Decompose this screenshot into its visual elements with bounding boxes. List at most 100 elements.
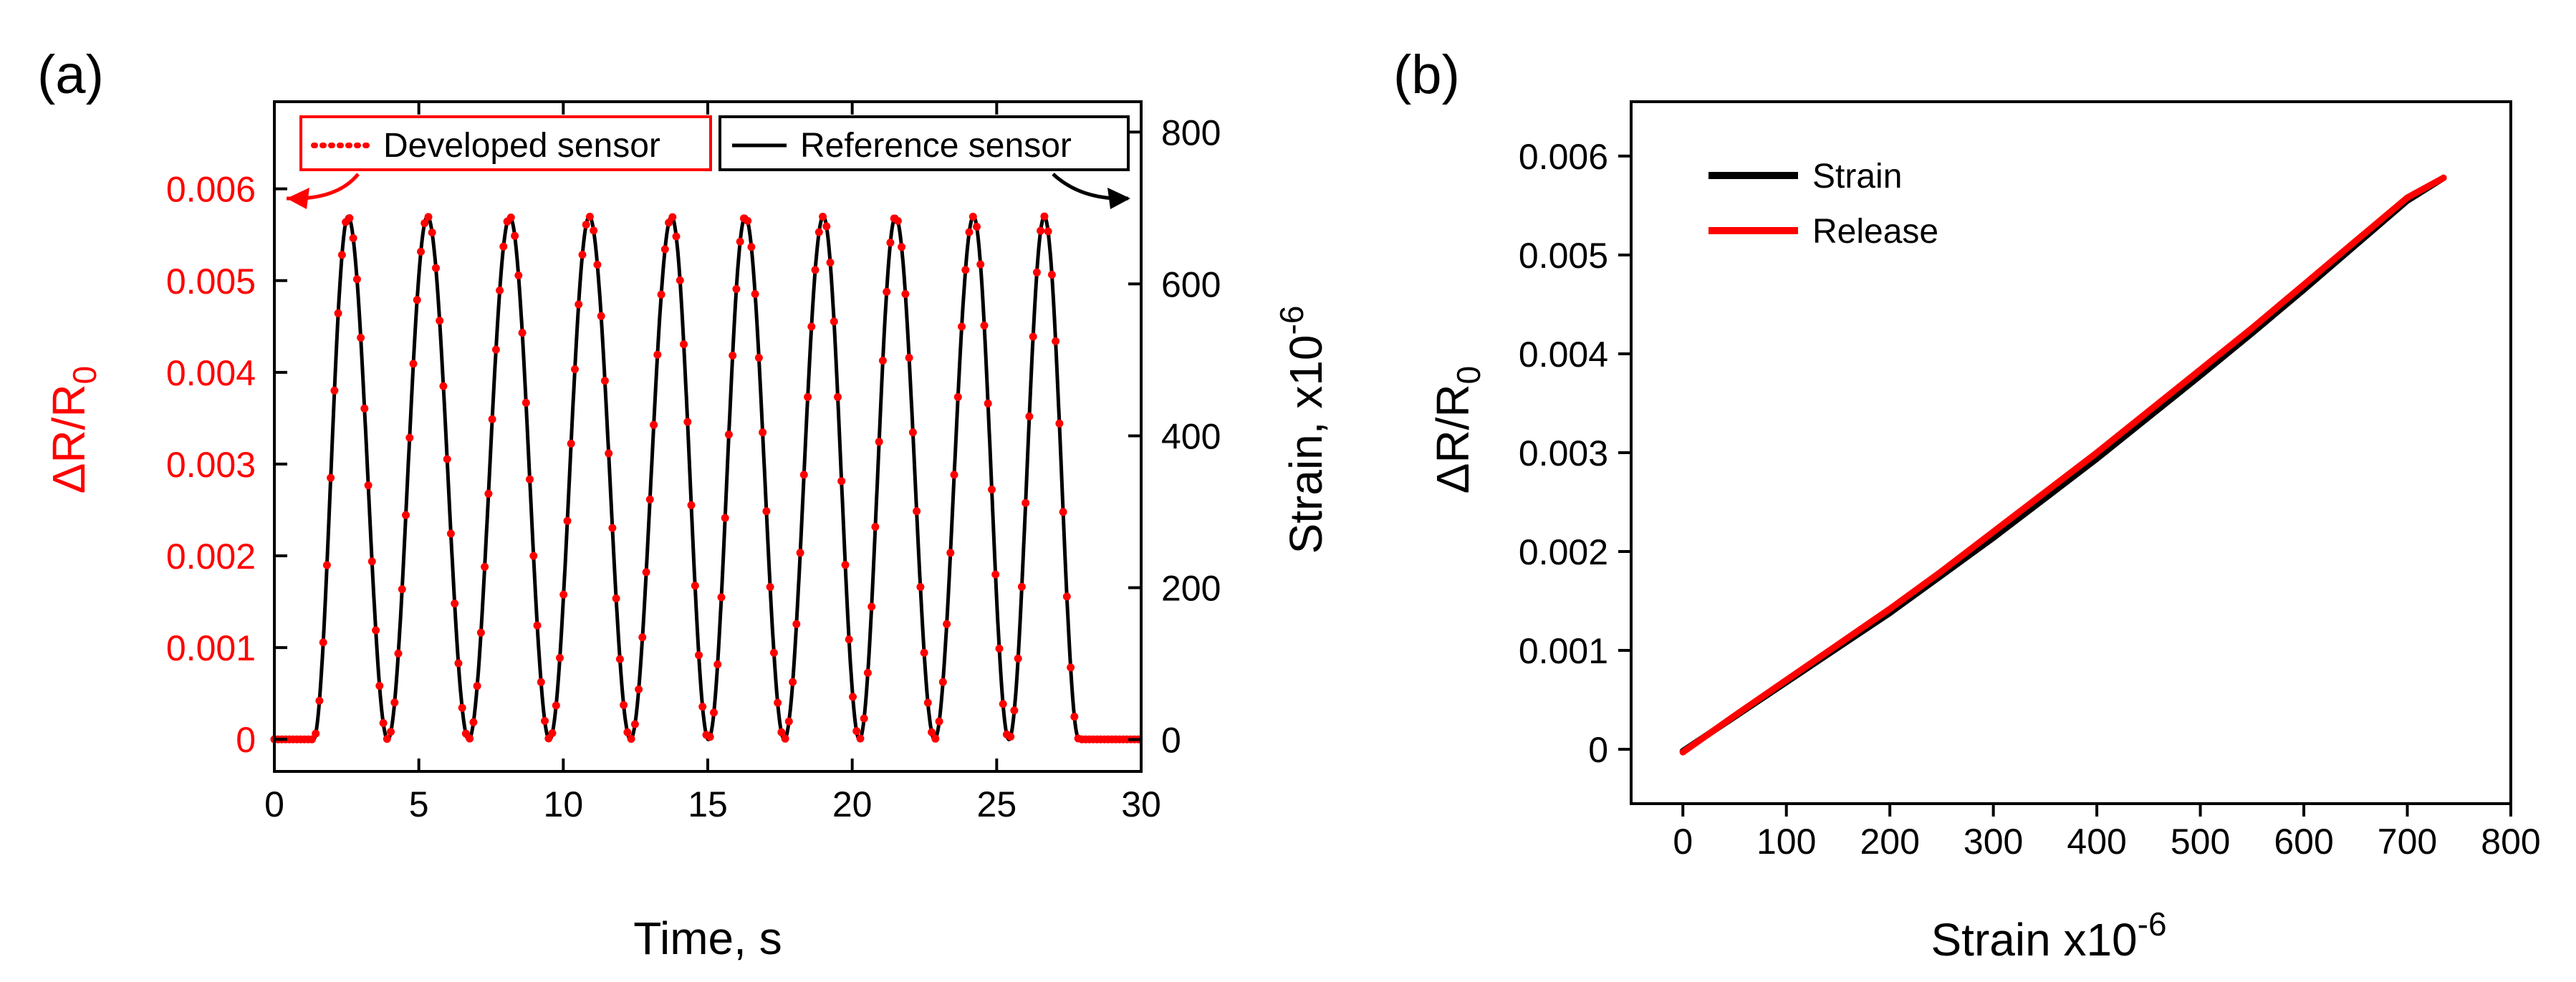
panel-a-developed-point bbox=[1059, 508, 1067, 516]
panel-a-developed-point bbox=[680, 340, 688, 349]
panel-a-developed-point bbox=[319, 638, 327, 647]
panel-a-developed-point bbox=[860, 714, 868, 723]
panel-a-developed-point bbox=[777, 728, 786, 736]
panel-a-developed-point bbox=[1017, 582, 1026, 591]
panel-a-developed-point bbox=[1029, 332, 1037, 341]
panel-a-developed-point bbox=[695, 651, 703, 660]
panel-a-x-tick-label: 20 bbox=[832, 784, 873, 824]
panel-a-right-axis-arrowhead bbox=[1107, 188, 1130, 209]
panel-a-developed-point bbox=[578, 251, 587, 259]
panel-a-developed-point bbox=[1062, 592, 1071, 601]
panel-a-left-axis-arrowhead bbox=[287, 188, 309, 209]
panel-b-y-tick-label: 0.005 bbox=[1519, 236, 1608, 276]
panel-a-developed-point bbox=[379, 719, 388, 727]
panel-a-developed-point bbox=[620, 701, 628, 709]
panel-a-developed-point bbox=[691, 582, 699, 590]
panel-a-right-axis-label-sup: -6 bbox=[1273, 306, 1310, 335]
panel-a-developed-point bbox=[650, 420, 658, 429]
panel-b-y-tick-label: 0.004 bbox=[1519, 334, 1608, 375]
panel-a-developed-point bbox=[307, 735, 316, 743]
panel-a-developed-point bbox=[953, 393, 962, 401]
panel-a-developed-point bbox=[984, 399, 992, 408]
panel-b-y-tick-label: 0.001 bbox=[1519, 631, 1608, 671]
panel-a-x-tick-label: 30 bbox=[1121, 784, 1161, 824]
panel-a-developed-point bbox=[466, 734, 474, 743]
panel-a-ticks: 0 5 10 15 20 25 3000.0010.0020.0030.0040.0050.… bbox=[166, 102, 1221, 824]
panel-a-developed-point bbox=[1006, 733, 1015, 741]
panel-b-x-tick-label: 400 bbox=[2067, 822, 2126, 862]
panel-b-y-tick-label: 0.006 bbox=[1519, 137, 1608, 177]
panel-a-developed-point bbox=[484, 489, 493, 498]
panel-a-developed-point bbox=[552, 701, 560, 710]
panel-a-developed-point bbox=[345, 214, 354, 222]
panel-a-developed-point bbox=[405, 433, 414, 442]
panel-a-developed-point bbox=[814, 228, 823, 236]
panel-a-developed-point bbox=[398, 585, 406, 594]
panel-a-developed-point bbox=[608, 524, 617, 532]
panel-a-developed-point bbox=[913, 507, 921, 516]
panel-a: (a) 0 5 10 15 20 25 3000.0010.0020.0030.0040.0… bbox=[37, 44, 1332, 964]
panel-a-developed-point bbox=[943, 620, 951, 628]
panel-a-developed-point bbox=[653, 350, 662, 359]
panel-a-legend-developed-box bbox=[299, 115, 712, 171]
panel-b-x-tick-label: 500 bbox=[2171, 822, 2230, 862]
panel-a-developed-point bbox=[863, 668, 872, 677]
panel-a-developed-point bbox=[747, 243, 756, 251]
panel-a-developed-point bbox=[995, 645, 1004, 653]
panel-a-developed-point bbox=[792, 620, 801, 628]
panel-a-developed-point bbox=[886, 239, 895, 247]
panel-b-x-tick-label: 700 bbox=[2378, 822, 2437, 862]
panel-a-developed-point bbox=[988, 486, 996, 494]
panel-b-curves bbox=[1679, 174, 2447, 756]
panel-b-y-axis-label-base: ΔR/R bbox=[1427, 384, 1479, 494]
panel-b-x-tick-label: 0 bbox=[1673, 822, 1693, 862]
panel-a-right-axis-label: Strain, x10-6 bbox=[1273, 306, 1332, 554]
panel-a-developed-point bbox=[454, 659, 463, 668]
panel-b-y-tick-label: 0.003 bbox=[1519, 433, 1608, 473]
panel-a-developed-point bbox=[965, 228, 974, 236]
panel-a-x-tick-label: 10 bbox=[544, 784, 584, 824]
panel-a-developed-point bbox=[409, 360, 418, 368]
panel-a-developed-point bbox=[834, 393, 842, 401]
panel-a-developed-point bbox=[822, 222, 831, 231]
panel-a-developed-point bbox=[367, 557, 376, 566]
panel-a-developed-point bbox=[799, 471, 808, 479]
panel-a-developed-point bbox=[582, 221, 590, 229]
panel-a-developed-point bbox=[383, 735, 391, 743]
panel-a-developed-point bbox=[390, 698, 399, 707]
panel-a-developed-point bbox=[916, 583, 925, 591]
panel-a-developed-point bbox=[841, 561, 850, 569]
panel-a-developed-point bbox=[590, 226, 598, 235]
panel-b-x-tick-label: 600 bbox=[2274, 822, 2333, 862]
panel-b-x-axis-label: Strain x10-6 bbox=[1931, 905, 2166, 966]
panel-a-developed-point bbox=[642, 568, 650, 577]
panel-a-developed-point bbox=[729, 351, 737, 360]
panel-a-developed-point bbox=[969, 213, 977, 221]
panel-a-legend-reference-label: Reference sensor bbox=[800, 127, 1072, 165]
panel-a-developed-point bbox=[349, 234, 357, 242]
panel-a-developed-point bbox=[668, 213, 677, 221]
panel-a-developed-point bbox=[991, 570, 1000, 579]
panel-a-developed-point bbox=[334, 309, 342, 317]
panel-b-x-tick-label: 800 bbox=[2481, 822, 2540, 862]
panel-a-developed-point bbox=[375, 682, 384, 690]
panel-a-developed-point bbox=[759, 428, 767, 437]
panel-a-developed-point bbox=[312, 729, 320, 738]
panel-a-developed-point bbox=[1055, 419, 1064, 428]
panel-a-developed-point bbox=[499, 242, 508, 251]
panel-b-legend: Strain Release bbox=[1708, 158, 1938, 251]
panel-a-developed-point bbox=[796, 549, 804, 557]
panel-a-developed-point bbox=[420, 219, 429, 228]
panel-a-developed-point bbox=[717, 593, 726, 602]
panel-a-developed-point bbox=[541, 717, 549, 725]
panel-a-developed-point bbox=[878, 357, 887, 365]
panel-a-developed-point bbox=[612, 595, 620, 602]
panel-a-legend-reference: Reference sensor bbox=[719, 115, 1130, 171]
panel-b-x-axis-label-sup: -6 bbox=[2138, 905, 2167, 943]
panel-a-developed-point bbox=[518, 329, 527, 337]
panel-a-x-tick-label: 5 bbox=[409, 784, 429, 824]
panel-a-left-tick-label: 0.003 bbox=[166, 445, 256, 485]
panel-a-developed-point bbox=[875, 438, 883, 446]
panel-a-developed-point bbox=[600, 377, 609, 385]
panel-a-developed-point bbox=[683, 418, 692, 426]
